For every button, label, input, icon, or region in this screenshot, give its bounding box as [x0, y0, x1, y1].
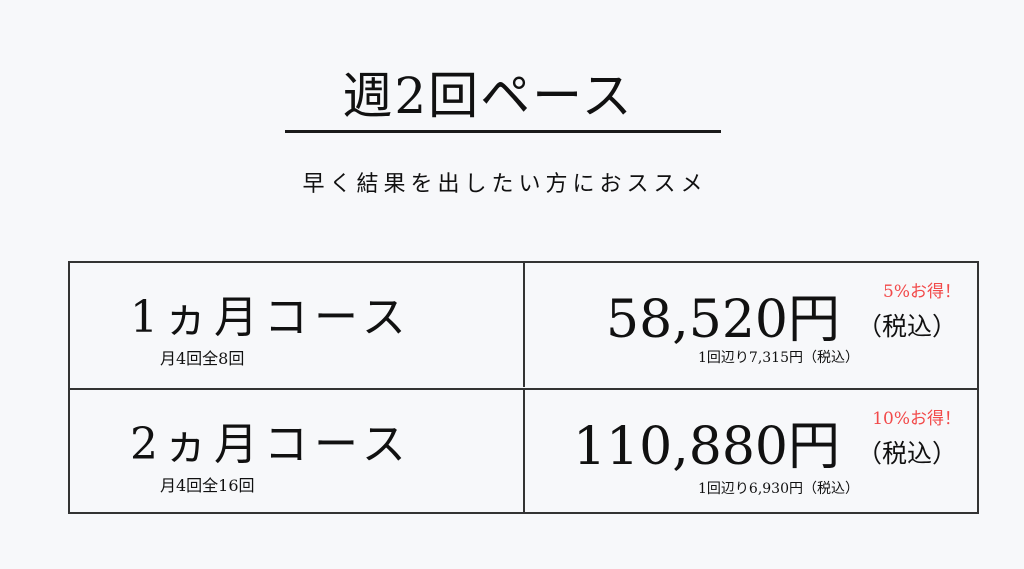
tax-note: （税込） — [856, 439, 957, 468]
price: 110,880円 — [572, 417, 840, 477]
per-session-price: 1回辺り6,930円（税込） — [698, 481, 859, 497]
price: 58,520円 — [606, 290, 840, 350]
page-subtitle: 早く結果を出したい方におススメ — [302, 172, 708, 197]
plan-info-cell: 2ヵ月コース 月4回全16回 — [70, 390, 525, 514]
pricing-table: 1ヵ月コース 月4回全8回 58,520円 5%お得！ （税込） 1回辺り7,3… — [68, 261, 979, 514]
per-session-price: 1回辺り7,315円（税込） — [698, 350, 859, 366]
discount-badge: 5%お得！ — [883, 282, 961, 302]
course-name: 2ヵ月コース — [130, 419, 412, 470]
plan-info-cell: 1ヵ月コース 月4回全8回 — [70, 263, 525, 387]
title-underline — [285, 130, 721, 133]
plan-row-2-month: 2ヵ月コース 月4回全16回 110,880円 10%お得！ （税込） 1回辺り… — [70, 388, 977, 514]
page-title: 週2回ペース — [342, 67, 634, 125]
session-count: 月4回全16回 — [160, 476, 255, 495]
tax-note: （税込） — [856, 312, 957, 341]
plan-row-1-month: 1ヵ月コース 月4回全8回 58,520円 5%お得！ （税込） 1回辺り7,3… — [70, 263, 977, 387]
course-name: 1ヵ月コース — [130, 292, 412, 343]
session-count: 月4回全8回 — [160, 349, 245, 368]
discount-badge: 10%お得！ — [872, 409, 961, 429]
